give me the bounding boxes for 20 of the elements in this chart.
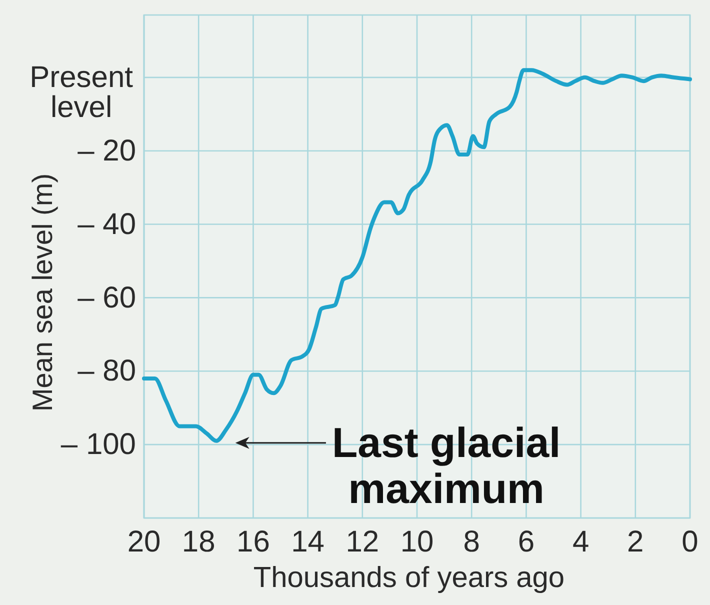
x-tick-label: 0 — [682, 526, 698, 559]
x-tick-label: 16 — [236, 526, 270, 559]
x-tick-label: 20 — [127, 526, 161, 559]
x-axis-title: Thousands of years ago — [253, 562, 565, 594]
y-tick-label: Present level — [30, 61, 134, 124]
x-tick-label: 8 — [463, 526, 480, 559]
x-tick-label: 4 — [572, 526, 590, 559]
y-axis-title: Mean sea level (m) — [27, 173, 58, 412]
x-tick-label: 2 — [627, 526, 644, 559]
x-tick-label: 14 — [291, 526, 324, 559]
x-tick-label: 6 — [518, 526, 535, 559]
y-tick-label: – 20 — [78, 134, 136, 168]
y-tick-label: – 60 — [78, 281, 136, 314]
y-tick-label: – 80 — [78, 354, 136, 388]
x-tick-label: 12 — [346, 526, 380, 559]
y-tick-label: – 40 — [78, 208, 136, 241]
x-tick-label: 18 — [182, 526, 216, 559]
annotation: Last glacial maximum — [332, 418, 561, 512]
x-tick-label: 10 — [400, 526, 434, 559]
y-tick-label: – 100 — [60, 428, 136, 462]
